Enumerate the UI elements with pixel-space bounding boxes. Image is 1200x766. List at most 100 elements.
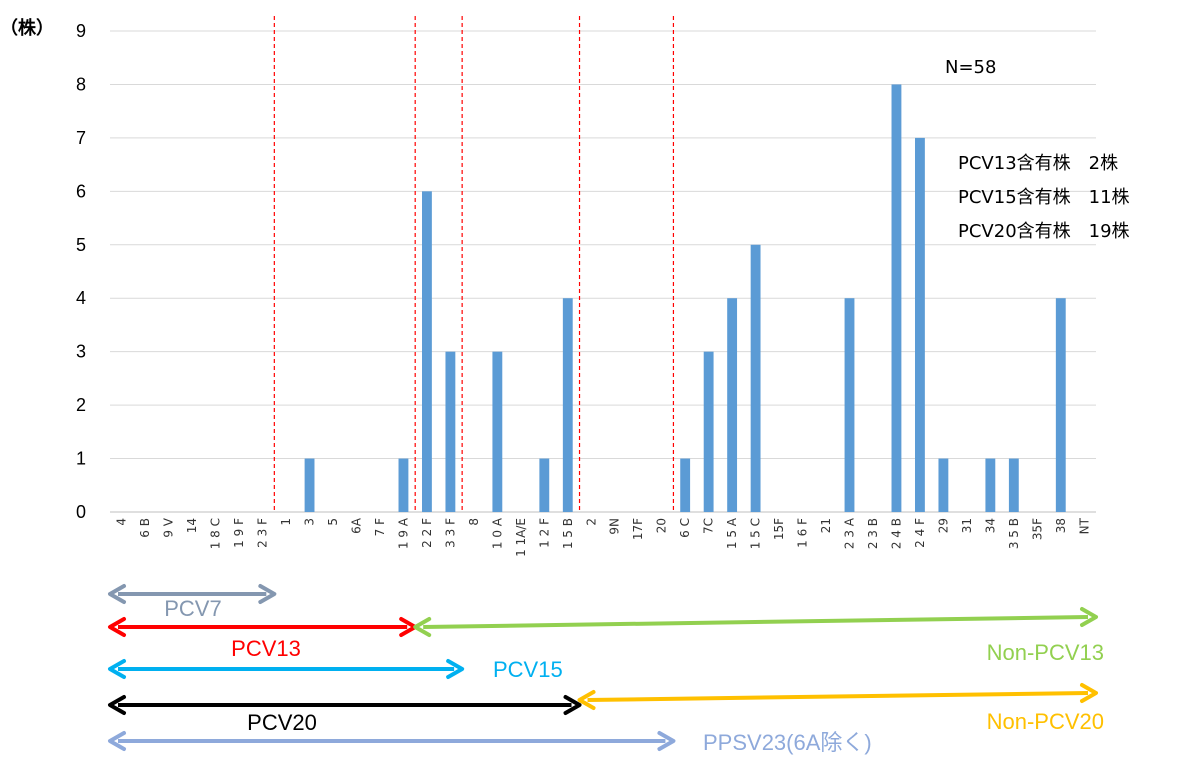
arrow-head-left [108,695,126,715]
x-tick-label: 7C [702,518,716,534]
x-tick-label: 2 3 F [256,518,270,548]
x-tick-label: 2 [584,518,598,526]
bar [680,458,691,512]
arrow-head-right [563,695,582,715]
x-tick-label: 1 1A/E [514,518,528,557]
arrow-head-right [657,731,676,751]
arrow-shaft [587,691,1089,702]
x-tick-label: 2 3 A [843,517,857,549]
y-tick-label: 8 [76,74,86,94]
x-tick-label: 1 9 F [232,518,246,548]
x-tick-label: 1 0 A [490,517,504,549]
bar [445,351,456,512]
x-tick-label: 2 4 B [889,518,903,549]
y-tick-label: 3 [76,342,86,362]
x-tick-label: 17F [631,518,645,540]
x-tick-label: 2 3 B [866,518,880,549]
x-tick-label: 14 [185,518,199,533]
n-label: N=58 [945,57,996,78]
bar [1055,298,1066,512]
x-axis: 4 6 B 9 V 14 1 8 C 1 9 F 2 3 F 1 3 5 6A 7 F 1 9 A 2 2… [115,517,1092,557]
arrow-pcv13: PCV13 [108,617,418,661]
bars [304,84,1066,513]
bar [398,458,409,512]
x-tick-label: 6A [350,517,364,534]
x-tick-label: 9 V [162,517,176,537]
x-tick-label: 7 F [373,518,387,536]
x-tick-label: 3 [303,518,317,526]
y-tick-label: 5 [76,235,86,255]
arrow-label: PCV13 [231,636,301,661]
info-line: PCV13含有株 2株 [958,153,1118,174]
arrow-label: PCV15 [493,657,563,682]
x-tick-label: 6 C [678,518,692,538]
y-tick-label: 2 [76,395,86,415]
info-line: PCV15含有株 11株 [958,187,1130,208]
bar [727,298,738,512]
x-tick-label: 35F [1030,518,1044,540]
arrow-label: PCV7 [164,596,221,621]
x-tick-label: 3 5 B [1007,518,1021,549]
x-tick-label: 38 [1054,518,1068,533]
y-unit-label: （株） [0,17,54,39]
x-tick-label: 1 5 C [749,518,763,549]
bar [1008,458,1019,512]
info-line: PCV20含有株 19株 [958,221,1130,242]
bar [421,191,432,513]
arrow-head-left [108,617,126,637]
x-tick-label: 5 [326,518,340,526]
arrow-head-left [413,617,432,637]
x-tick-label: 1 5 B [561,518,575,549]
x-tick-label: 20 [655,518,669,533]
arrow-non-pcv20: Non-PCV20 [577,683,1104,734]
x-tick-label: 21 [819,518,833,533]
arrow-head-left [577,690,596,710]
x-tick-label: 3 3 F [443,518,457,548]
bar [750,244,761,512]
x-tick-label: 1 6 F [796,518,810,548]
arrow-head-left [108,731,126,751]
info-box: PCV13含有株 2株 PCV15含有株 11株 PCV20含有株 19株 [958,153,1130,242]
arrow-head-right [1080,607,1098,627]
x-tick-label: 1 2 F [537,518,551,548]
x-tick-label: NT [1077,517,1091,534]
x-tick-label: 1 8 C [209,518,223,549]
x-tick-label: 2 4 F [913,518,927,548]
gridlines [110,30,1096,513]
arrow-pcv15: PCV15 [108,657,563,682]
arrow-label: PCV20 [247,710,317,735]
x-tick-label: 1 9 A [396,517,410,549]
bar [562,298,573,512]
bar [539,458,550,512]
y-tick-label: 1 [76,449,86,469]
arrow-pcv7: PCV7 [108,584,277,621]
bar [844,298,855,512]
x-tick-label: 9N [608,518,622,535]
bar [703,351,714,512]
y-tick-label: 6 [76,181,86,201]
arrow-shaft [423,615,1089,629]
y-tick-label: 0 [76,502,86,522]
arrow-head-right [1080,683,1098,703]
group-dividers [273,16,675,512]
bar [985,458,996,512]
x-tick-label: 8 [467,518,481,526]
arrow-ppsv23-6a-: PPSV23(6A除く) [108,730,872,755]
x-tick-label: 2 2 F [420,518,434,548]
x-tick-label: 1 5 A [725,517,739,549]
x-tick-label: 29 [936,518,950,533]
arrow-non-pcv13: Non-PCV13 [413,607,1104,665]
arrow-pcv20: PCV20 [108,695,582,735]
bar [891,84,902,512]
arrow-head-left [108,659,126,679]
y-tick-label: 7 [76,128,86,148]
y-tick-label: 4 [76,288,86,308]
arrow-head-left [108,584,126,604]
bar [304,458,315,512]
arrow-label: Non-PCV20 [987,709,1104,734]
bar [492,351,503,512]
bar [938,458,949,512]
arrow-head-right [258,584,277,604]
x-tick-label: 6 B [138,518,152,538]
